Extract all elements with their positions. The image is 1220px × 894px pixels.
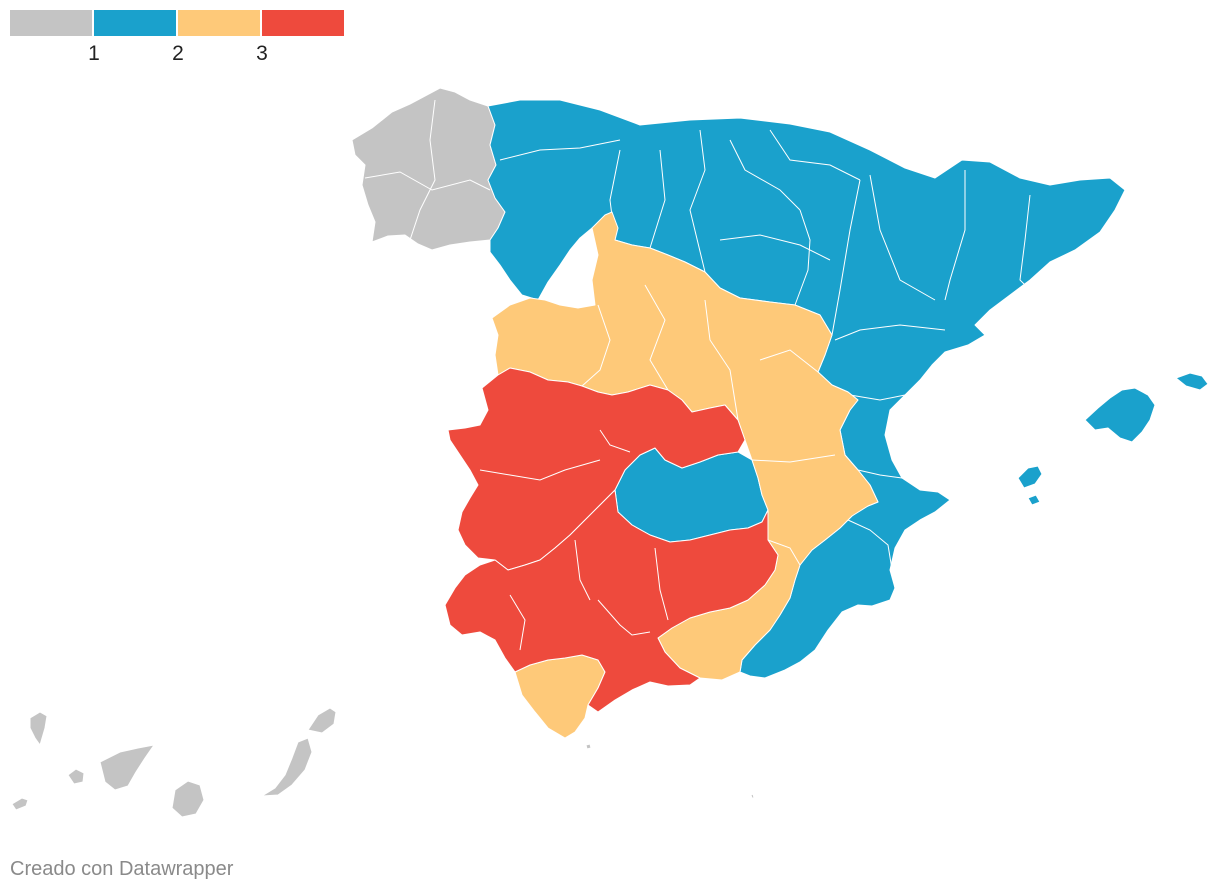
region-menorca[interactable] <box>1175 372 1209 391</box>
legend-swatch-4 <box>262 10 344 36</box>
region-canarias-la-palma[interactable] <box>29 711 48 746</box>
region-canarias-hierro[interactable] <box>11 797 29 811</box>
legend-swatch-1 <box>10 10 92 36</box>
legend-swatch-2 <box>94 10 176 36</box>
legend-label-2: 2 <box>172 42 184 65</box>
region-canarias-fuerteventura[interactable] <box>261 737 313 797</box>
map-class-1 <box>11 87 506 818</box>
region-ceuta <box>585 743 592 750</box>
region-cadiz[interactable] <box>514 654 606 739</box>
credit-text: Creado con Datawrapper <box>10 858 234 880</box>
region-extremadura-toledo[interactable] <box>447 367 746 571</box>
region-canarias-tenerife[interactable] <box>99 744 155 791</box>
region-formentera[interactable] <box>1027 494 1041 506</box>
region-melilla <box>750 793 755 799</box>
legend-label-3: 3 <box>256 42 268 65</box>
region-canarias-lanzarote[interactable] <box>307 707 337 734</box>
region-mallorca[interactable] <box>1084 387 1156 443</box>
map-class-2 <box>487 99 1209 679</box>
legend-swatch-3 <box>178 10 260 36</box>
map-class-4 <box>444 367 779 713</box>
region-galicia[interactable] <box>351 87 506 251</box>
region-ibiza[interactable] <box>1017 465 1043 489</box>
region-canarias-gomera[interactable] <box>67 768 85 785</box>
region-andalucia-west[interactable] <box>444 489 779 713</box>
legend-label-1: 1 <box>88 42 100 65</box>
region-canarias-gran-canaria[interactable] <box>171 780 205 818</box>
